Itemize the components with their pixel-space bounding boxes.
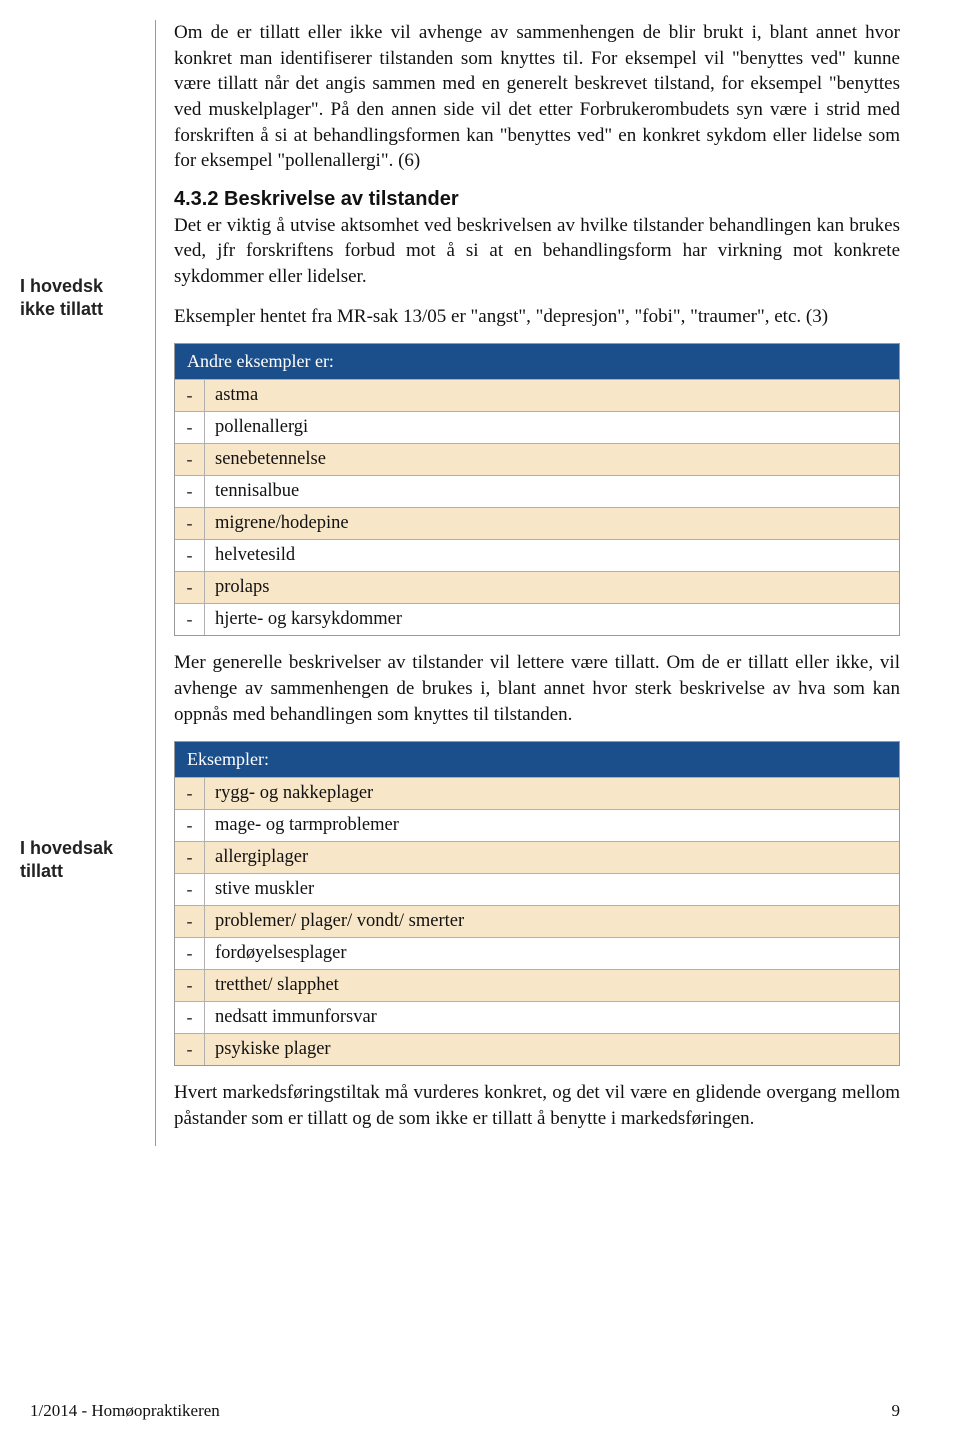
- footer-page-number: 9: [892, 1401, 901, 1421]
- table-cell: fordøyelsesplager: [205, 938, 899, 969]
- table-cell: mage- og tarmproblemer: [205, 810, 899, 841]
- page-container: I hovedsk ikke tillatt I hovedsak tillat…: [0, 0, 960, 1206]
- table-cell: tretthet/ slapphet: [205, 970, 899, 1001]
- table-cell: problemer/ plager/ vondt/ smerter: [205, 906, 899, 937]
- bullet-cell: -: [175, 970, 205, 1001]
- table-row: -tretthet/ slapphet: [175, 969, 899, 1001]
- margin-note-line: I hovedsk: [20, 276, 103, 296]
- table-row: -mage- og tarmproblemer: [175, 809, 899, 841]
- table-row: -senebetennelse: [175, 443, 899, 475]
- margin-note-not-allowed: I hovedsk ikke tillatt: [20, 275, 143, 322]
- examples-table-2: Eksempler: -rygg- og nakkeplager-mage- o…: [174, 741, 900, 1066]
- table-row: -helvetesild: [175, 539, 899, 571]
- table-cell: pollenallergi: [205, 412, 899, 443]
- margin-note-allowed: I hovedsak tillatt: [20, 837, 143, 884]
- bullet-cell: -: [175, 412, 205, 443]
- bullet-cell: -: [175, 906, 205, 937]
- table-cell: psykiske plager: [205, 1034, 899, 1065]
- table-row: -stive muskler: [175, 873, 899, 905]
- bullet-cell: -: [175, 778, 205, 809]
- bullet-cell: -: [175, 476, 205, 507]
- paragraph: Om de er tillatt eller ikke vil avhenge …: [174, 20, 900, 174]
- bullet-cell: -: [175, 810, 205, 841]
- table-row: -hjerte- og karsykdommer: [175, 603, 899, 635]
- table-cell: senebetennelse: [205, 444, 899, 475]
- paragraph: Det er viktig å utvise aktsomhet ved bes…: [174, 213, 900, 290]
- table-header: Eksempler:: [175, 742, 899, 777]
- bullet-cell: -: [175, 572, 205, 603]
- table-cell: nedsatt immunforsvar: [205, 1002, 899, 1033]
- paragraph: Hvert markedsføringstiltak må vurderes k…: [174, 1080, 900, 1131]
- table-row: -prolaps: [175, 571, 899, 603]
- table-cell: prolaps: [205, 572, 899, 603]
- table-cell: helvetesild: [205, 540, 899, 571]
- subheading-432: 4.3.2 Beskrivelse av tilstander: [174, 188, 900, 211]
- table-cell: tennisalbue: [205, 476, 899, 507]
- table-row: -problemer/ plager/ vondt/ smerter: [175, 905, 899, 937]
- bullet-cell: -: [175, 842, 205, 873]
- table-row: -migrene/hodepine: [175, 507, 899, 539]
- paragraph: Mer generelle beskrivelser av tilstander…: [174, 650, 900, 727]
- bullet-cell: -: [175, 1002, 205, 1033]
- examples-table-1: Andre eksempler er: -astma-pollenallergi…: [174, 343, 900, 636]
- bullet-cell: -: [175, 604, 205, 635]
- table-row: -allergiplager: [175, 841, 899, 873]
- table-cell: astma: [205, 380, 899, 411]
- margin-note-line: ikke tillatt: [20, 299, 103, 319]
- table-row: -tennisalbue: [175, 475, 899, 507]
- table-cell: stive muskler: [205, 874, 899, 905]
- table-cell: allergiplager: [205, 842, 899, 873]
- bullet-cell: -: [175, 874, 205, 905]
- table-row: -pollenallergi: [175, 411, 899, 443]
- table-cell: rygg- og nakkeplager: [205, 778, 899, 809]
- bullet-cell: -: [175, 1034, 205, 1065]
- footer-left: 1/2014 - Homøopraktikeren: [30, 1401, 220, 1421]
- main-content: Om de er tillatt eller ikke vil avhenge …: [155, 20, 900, 1146]
- bullet-cell: -: [175, 540, 205, 571]
- table-cell: hjerte- og karsykdommer: [205, 604, 899, 635]
- table-row: -fordøyelsesplager: [175, 937, 899, 969]
- margin-note-line: I hovedsak: [20, 838, 113, 858]
- table-row: -psykiske plager: [175, 1033, 899, 1065]
- table-header: Andre eksempler er:: [175, 344, 899, 379]
- bullet-cell: -: [175, 508, 205, 539]
- table-row: -astma: [175, 379, 899, 411]
- bullet-cell: -: [175, 380, 205, 411]
- page-footer: 1/2014 - Homøopraktikeren 9: [30, 1401, 900, 1421]
- table-cell: migrene/hodepine: [205, 508, 899, 539]
- margin-note-line: tillatt: [20, 861, 63, 881]
- table-row: -nedsatt immunforsvar: [175, 1001, 899, 1033]
- sidebar: I hovedsk ikke tillatt I hovedsak tillat…: [20, 20, 155, 1146]
- bullet-cell: -: [175, 444, 205, 475]
- paragraph: Eksempler hentet fra MR-sak 13/05 er "an…: [174, 304, 900, 330]
- table-row: -rygg- og nakkeplager: [175, 777, 899, 809]
- bullet-cell: -: [175, 938, 205, 969]
